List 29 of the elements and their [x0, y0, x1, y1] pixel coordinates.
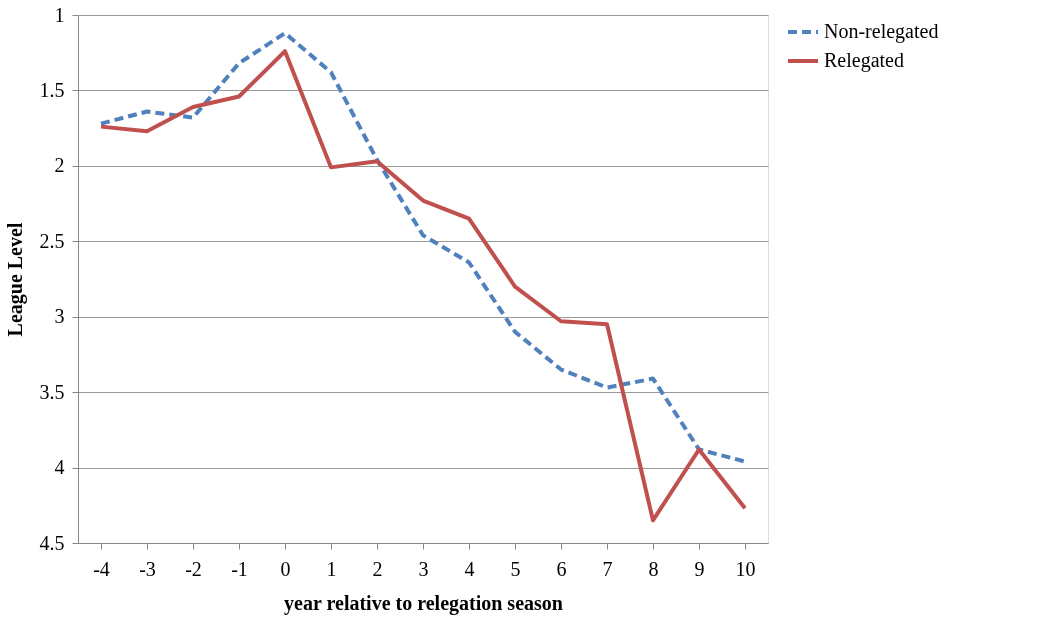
x-tick-label: 2 [372, 557, 383, 580]
line-series [99, 31, 747, 464]
y-tick-label: 1 [54, 3, 65, 26]
x-tick-label: -3 [139, 557, 156, 580]
x-tick-label: -4 [93, 557, 110, 580]
x-tick-label: 5 [510, 557, 521, 580]
x-tick-label: 8 [648, 557, 659, 580]
y-tick-label: 4 [54, 456, 65, 479]
x-tick-label: 7 [602, 557, 613, 580]
x-tick-label: 9 [694, 557, 705, 580]
x-tick-label: 3 [418, 557, 429, 580]
y-tick-label: 1.5 [39, 78, 65, 101]
x-tick-label: 6 [556, 557, 567, 580]
x-axis-title: year relative to relegation season [284, 591, 563, 615]
x-tick-label: -1 [231, 557, 248, 580]
x-tick-label: 0 [280, 557, 291, 580]
y-tick-label: 2 [54, 154, 65, 177]
legend-label: Non-relegated [824, 20, 939, 43]
y-tick-label: 3.5 [39, 380, 65, 403]
x-tick-label: 10 [735, 557, 756, 580]
y-tick-label: 3 [54, 305, 65, 328]
x-tick-label: 1 [326, 557, 337, 580]
x-tick-label: 4 [464, 557, 475, 580]
y-tick-label: 4.5 [39, 531, 65, 554]
x-tick-label: -2 [185, 557, 202, 580]
y-axis-title: League Level [3, 222, 27, 337]
legend-label: Relegated [824, 49, 904, 72]
line-series [99, 49, 747, 523]
y-tick-label: 2.5 [39, 229, 65, 252]
